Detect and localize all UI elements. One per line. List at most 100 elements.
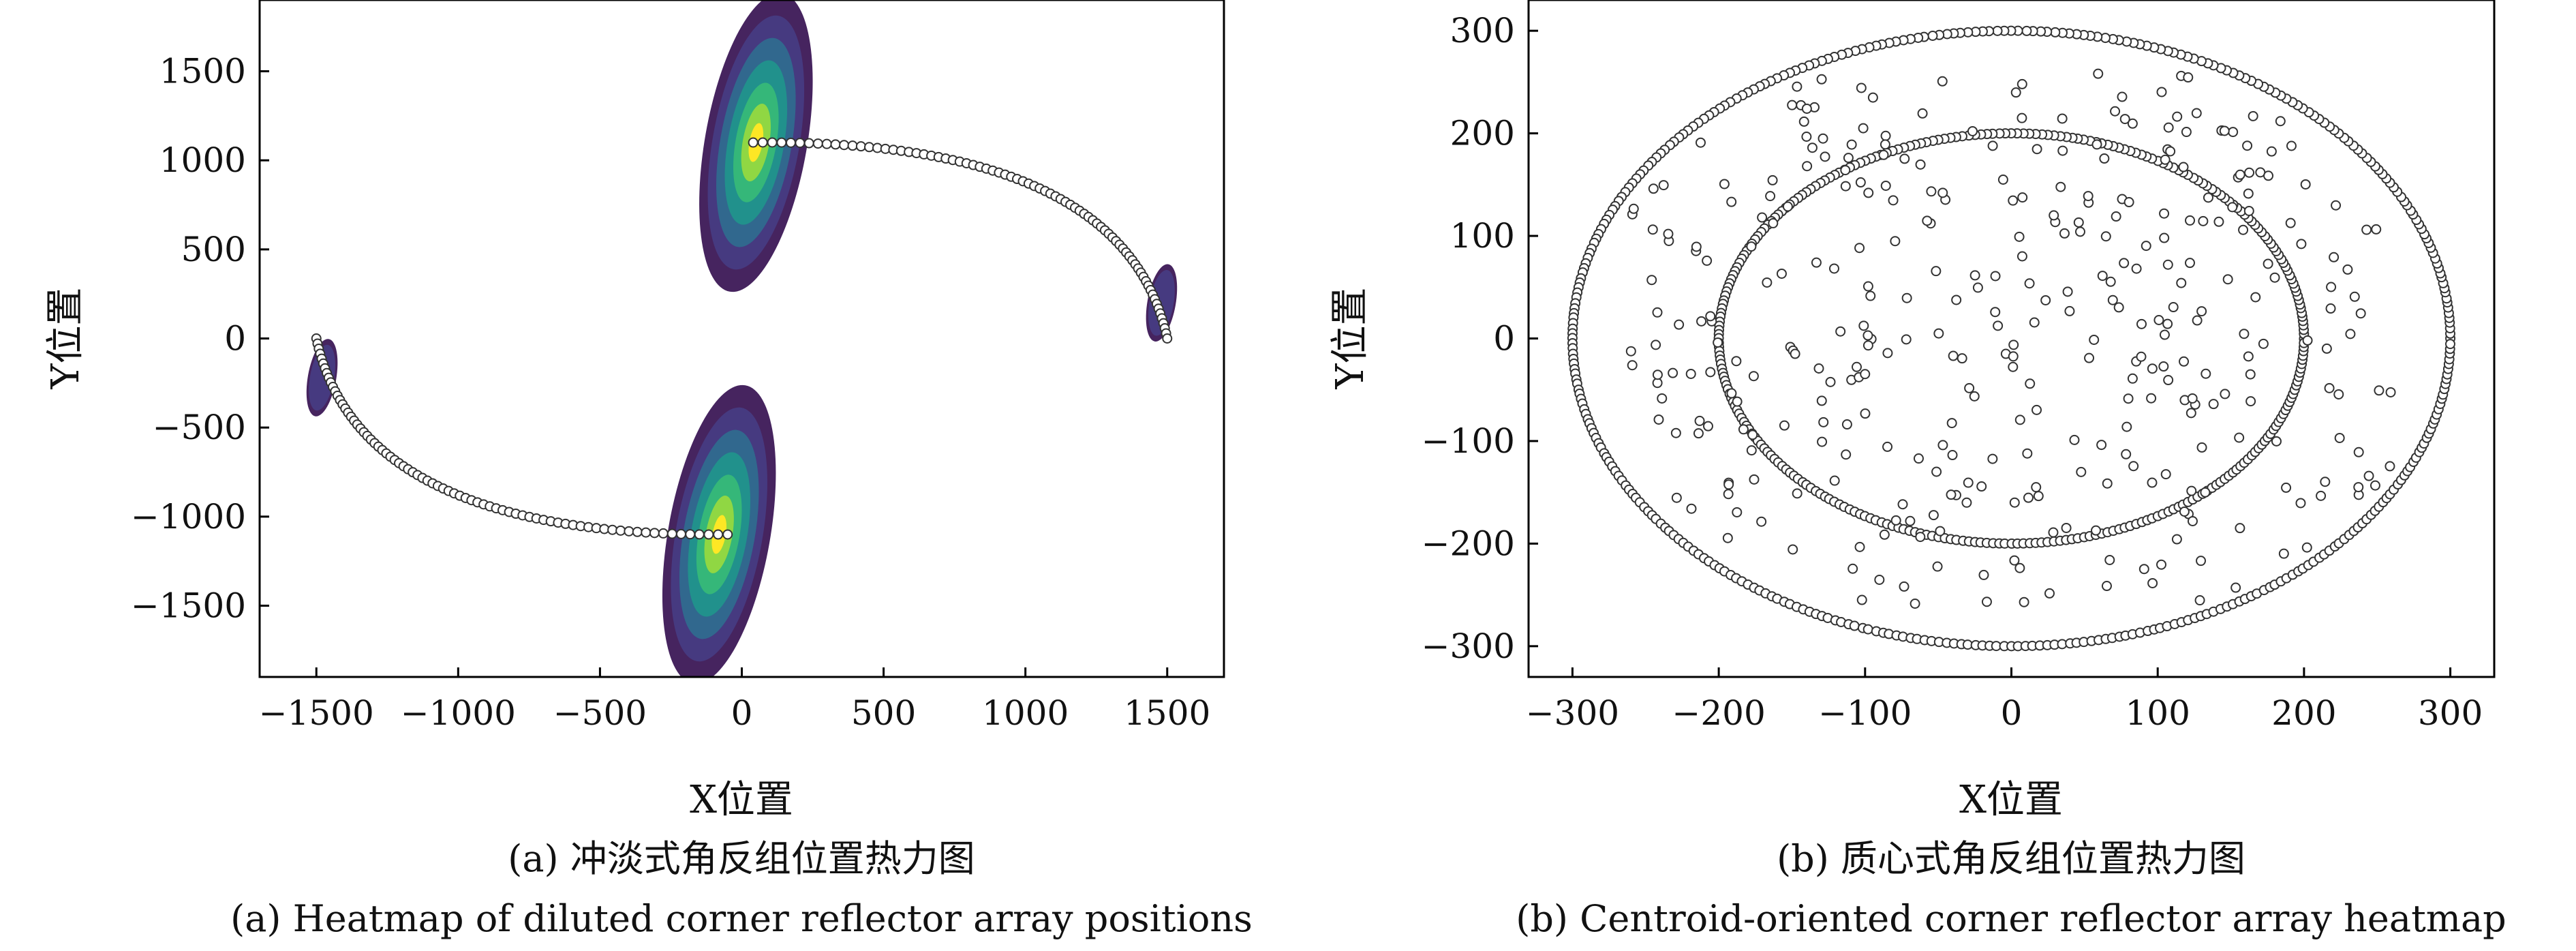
scatter-point [2331, 200, 2342, 211]
arc-point [641, 527, 651, 538]
x-tick-label: 200 [2271, 693, 2336, 733]
scatter-point [1722, 532, 1733, 543]
scatter-point [1658, 180, 1669, 191]
scatter-point [1776, 268, 1787, 279]
scatter-point [2186, 485, 2197, 496]
scatter-point [1732, 507, 1743, 517]
scatter-point [2128, 461, 2139, 472]
scatter-point [1932, 561, 1943, 572]
scatter-point [2101, 581, 2112, 592]
scatter-point [2159, 329, 2170, 340]
scatter-point [1787, 100, 1798, 110]
scatter-point [2196, 442, 2207, 453]
scatter-point [2178, 162, 2189, 172]
x-tick-label: 300 [2418, 693, 2483, 733]
scatter-point [2186, 408, 2196, 419]
y-tick-label: 0 [1493, 319, 1515, 359]
scatter-point [1738, 424, 1749, 435]
ring-point [1992, 25, 2003, 36]
arc-point [847, 140, 858, 151]
arc-point [748, 137, 758, 148]
scatter-point [1841, 449, 1852, 460]
scatter-point [2010, 87, 2021, 98]
scatter-point [2235, 523, 2245, 534]
scatter-point [1852, 361, 1862, 372]
scatter-point [2162, 318, 2173, 329]
scatter-point [2158, 361, 2169, 372]
scatter-point [1779, 420, 1790, 431]
scatter-point [2136, 318, 2147, 329]
scatter-point [2227, 202, 2238, 213]
scatter-point [2040, 295, 2051, 305]
scatter-point [1922, 215, 1933, 226]
scatter-point [1816, 74, 1827, 85]
arc-point [632, 526, 643, 537]
scatter-point [1818, 133, 1828, 144]
scatter-point [1856, 594, 1867, 605]
ring-point [1849, 620, 1860, 631]
scatter-point [1732, 396, 1743, 407]
scatter-point [2111, 211, 2121, 222]
scatter-point [2017, 251, 2027, 262]
scatter-point [2031, 404, 2042, 415]
scatter-point [2242, 140, 2253, 151]
y-tick-label: −300 [1422, 627, 1515, 666]
scatter-point [1746, 445, 1757, 456]
arc-point [666, 528, 677, 539]
scatter-point [2104, 554, 2115, 565]
scatter-point [1840, 181, 1851, 192]
scatter-point [2355, 308, 2366, 319]
panel-a-y-axis-label: Y位置 [44, 288, 88, 390]
scatter-point [2208, 399, 2219, 410]
scatter-point [2316, 490, 2327, 501]
scatter-point [1880, 180, 1891, 191]
scatter-point [2326, 282, 2337, 292]
scatter-point [1627, 360, 1638, 371]
scatter-point [1647, 224, 1658, 235]
scatter-point [2269, 272, 2280, 283]
scatter-point [2271, 436, 2282, 447]
scatter-point [1928, 510, 1939, 521]
scatter-point [2160, 154, 2171, 165]
scatter-point [1897, 499, 1908, 510]
scatter-point [2222, 274, 2233, 285]
scatter-point [2119, 114, 2130, 125]
scatter-point [1694, 415, 1705, 426]
scatter-point [1807, 142, 1818, 153]
scatter-point [2371, 224, 2382, 235]
scatter-point [2156, 559, 2167, 570]
y-tick-label: 0 [224, 319, 246, 359]
arc-point [703, 529, 714, 540]
scatter-point [1976, 481, 1987, 492]
scatter-point [1854, 541, 1865, 552]
scatter-point [1993, 320, 2004, 331]
scatter-point [1862, 281, 1873, 292]
panel-b-x-axis-label: X位置 [1959, 778, 2063, 822]
scatter-point [2179, 356, 2190, 367]
panel-b-y-ticks: −300 −200 −100 0 100 200 300 [1422, 11, 1538, 666]
scatter-point [1931, 466, 1942, 477]
arc-point [649, 528, 660, 539]
x-tick-label: 100 [2125, 693, 2190, 733]
arc-point [830, 139, 841, 150]
scatter-point [2023, 492, 2034, 503]
scatter-point [2192, 315, 2203, 326]
scatter-point [2179, 506, 2190, 517]
y-tick-label: 200 [1450, 114, 1515, 153]
scatter-point [1910, 599, 1920, 609]
scatter-point [2099, 153, 2110, 164]
scatter-point [1948, 350, 1959, 361]
scatter-point [1981, 597, 1992, 607]
scatter-point [1964, 382, 1975, 393]
scatter-point [2201, 368, 2211, 379]
scatter-point [1860, 369, 1871, 380]
scatter-point [2147, 363, 2158, 374]
scatter-point [2031, 144, 2042, 155]
scatter-point [1947, 450, 1958, 461]
scatter-point [1648, 183, 1659, 194]
scatter-point [1801, 132, 1812, 142]
scatter-point [2029, 317, 2040, 328]
scatter-point [1882, 441, 1893, 452]
scatter-point [1652, 307, 1663, 318]
arc-point [1162, 333, 1173, 344]
